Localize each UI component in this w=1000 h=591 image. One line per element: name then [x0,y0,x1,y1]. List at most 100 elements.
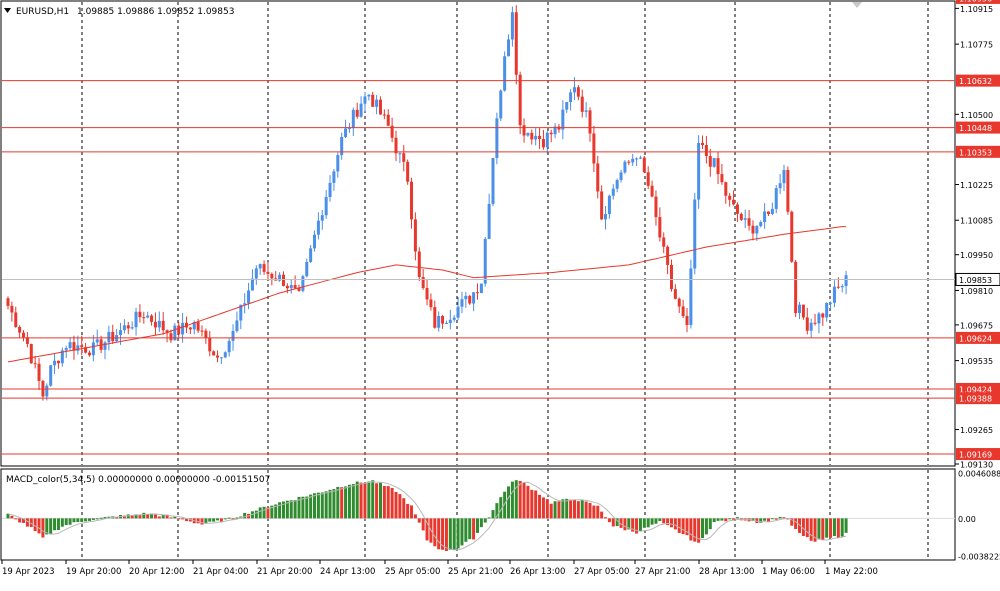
candle-body[interactable] [142,317,146,319]
candle-body[interactable] [604,214,608,220]
candle-body[interactable] [829,302,833,304]
candle-body[interactable] [704,144,708,157]
candle-body[interactable] [809,322,813,331]
candle-body[interactable] [289,285,293,289]
candle-body[interactable] [728,195,732,200]
candle-body[interactable] [669,264,673,290]
candle-body[interactable] [103,342,107,350]
candle-body[interactable] [301,276,305,291]
candle-body[interactable] [413,219,417,252]
candle-body[interactable] [472,292,476,304]
candle-body[interactable] [747,218,751,226]
candle-body[interactable] [390,125,394,138]
candle-body[interactable] [588,110,592,134]
candle-body[interactable] [192,322,196,330]
candle-body[interactable] [6,298,10,306]
candle-body[interactable] [14,312,18,327]
candle-body[interactable] [177,325,181,335]
candle-body[interactable] [324,196,328,216]
candle-body[interactable] [250,278,254,291]
candle-body[interactable] [782,169,786,184]
candle-body[interactable] [64,348,68,351]
candle-body[interactable] [410,181,414,220]
candle-body[interactable] [444,323,448,325]
candle-body[interactable] [293,285,297,289]
candle-body[interactable] [794,261,798,314]
candle-body[interactable] [755,226,759,234]
candle-body[interactable] [165,330,169,334]
candle-body[interactable] [336,155,340,172]
candle-body[interactable] [522,125,526,136]
candle-body[interactable] [219,357,223,359]
candle-body[interactable] [801,304,805,318]
candle-body[interactable] [654,196,658,218]
candle-body[interactable] [774,188,778,209]
candle-body[interactable] [448,319,452,324]
candle-body[interactable] [600,191,604,220]
candle-body[interactable] [181,322,185,335]
candle-body[interactable] [328,182,332,197]
candle-body[interactable] [68,342,72,349]
candle-body[interactable] [798,304,802,314]
candle-body[interactable] [375,99,379,107]
candle-body[interactable] [56,360,60,364]
candle-body[interactable] [10,305,14,313]
candle-body[interactable] [658,217,662,238]
candle-body[interactable] [332,171,336,183]
candle-body[interactable] [378,99,382,115]
candle-body[interactable] [766,211,770,214]
candle-body[interactable] [91,342,95,356]
candle-body[interactable] [673,289,677,299]
candle-body[interactable] [483,238,487,284]
candle-body[interactable] [247,290,251,304]
candle-body[interactable] [49,365,53,386]
candle-body[interactable] [518,74,522,126]
candle-body[interactable] [45,385,49,397]
candle-body[interactable] [631,158,635,163]
candle-body[interactable] [584,110,588,112]
candle-body[interactable] [646,172,650,186]
dropdown-triangle-icon[interactable] [4,8,11,13]
candle-body[interactable] [759,222,763,227]
candle-body[interactable] [662,237,666,247]
candle-body[interactable] [491,157,495,204]
candle-body[interactable] [592,133,596,164]
candle-body[interactable] [29,343,33,364]
candle-body[interactable] [344,128,348,137]
candle-body[interactable] [243,303,247,305]
candle-body[interactable] [340,136,344,156]
candle-body[interactable] [363,96,367,104]
candle-body[interactable] [541,139,545,148]
candle-body[interactable] [138,311,142,318]
candle-body[interactable] [607,195,611,215]
candle-body[interactable] [549,132,553,135]
candle-body[interactable] [130,327,134,329]
candle-body[interactable] [429,299,433,308]
candle-body[interactable] [107,331,111,343]
candle-body[interactable] [173,325,177,341]
candle-body[interactable] [576,87,580,97]
candle-body[interactable] [840,286,844,288]
candle-body[interactable] [270,273,274,279]
candle-body[interactable] [685,316,689,325]
candle-body[interactable] [227,340,231,353]
candle-body[interactable] [565,102,569,110]
candle-body[interactable] [204,330,208,338]
candle-body[interactable] [635,158,639,160]
candle-body[interactable] [278,274,282,281]
candle-body[interactable] [817,313,821,324]
candle-body[interactable] [347,128,351,130]
candle-body[interactable] [425,288,429,300]
candle-body[interactable] [526,132,530,136]
candle-body[interactable] [708,156,712,167]
candle-body[interactable] [763,211,767,223]
candle-body[interactable] [460,299,464,307]
candle-body[interactable] [638,157,642,159]
candle-body[interactable] [417,251,421,278]
candle-body[interactable] [538,135,542,140]
candle-body[interactable] [382,114,386,116]
candle-body[interactable] [212,351,216,356]
candle-body[interactable] [402,153,406,162]
candle-body[interactable] [216,355,220,358]
